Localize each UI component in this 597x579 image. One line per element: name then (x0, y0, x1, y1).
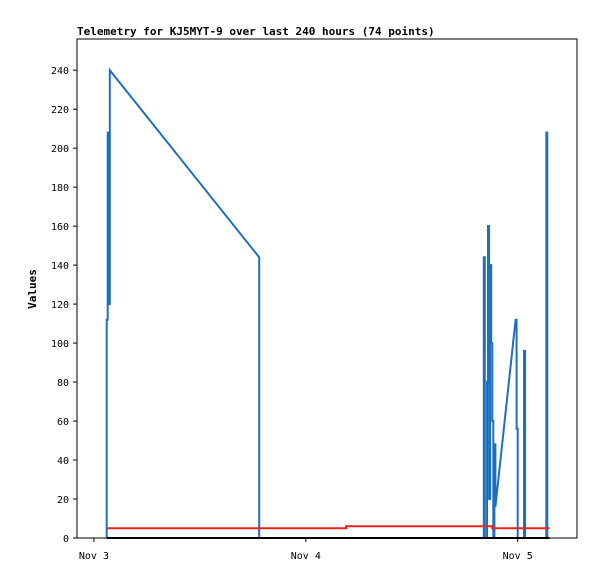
y-tick-label: 220 (51, 105, 69, 116)
chart-title: Telemetry for KJ5MYT-9 over last 240 hou… (77, 25, 435, 38)
y-tick-label: 140 (51, 261, 69, 272)
x-tick-label: Nov 4 (291, 551, 321, 562)
x-axis: Nov 3 Nov 4 Nov 5 (79, 538, 533, 562)
y-tick-label: 80 (57, 378, 69, 389)
y-axis-label: Values (26, 269, 39, 309)
x-tick-label: Nov 3 (79, 551, 109, 562)
y-tick-label: 100 (51, 339, 69, 350)
y-tick-label: 200 (51, 144, 69, 155)
y-tick-label: 120 (51, 300, 69, 311)
plot-area (76, 38, 578, 539)
y-tick-label: 240 (51, 66, 69, 77)
y-axis: 0 20 40 60 80 100 120 140 160 180 200 220 240 (51, 66, 77, 545)
series-line-2 (106, 525, 550, 530)
y-tick-label: 0 (63, 534, 69, 545)
y-tick-label: 180 (51, 183, 69, 194)
y-tick-label: 160 (51, 222, 69, 233)
y-tick-label: 20 (57, 495, 69, 506)
y-tick-label: 60 (57, 417, 69, 428)
series-layer (105, 67, 550, 539)
x-tick-label: Nov 5 (503, 551, 533, 562)
y-tick-label: 40 (57, 456, 69, 467)
